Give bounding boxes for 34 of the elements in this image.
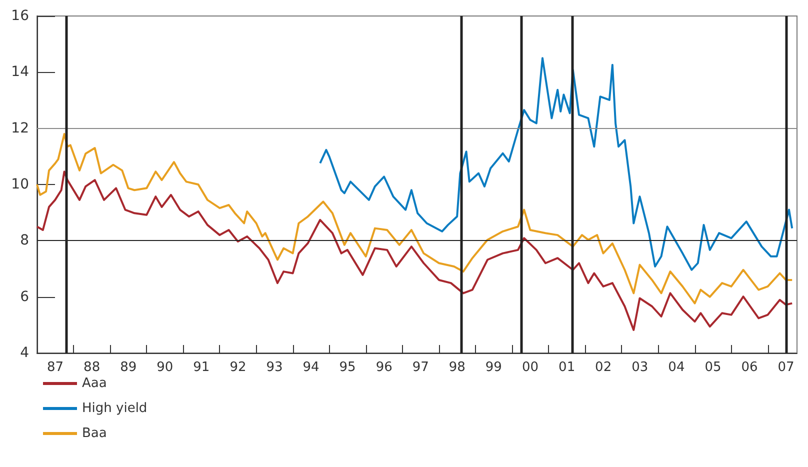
x-tick-label: 87 (46, 360, 64, 375)
y-tick-label: 8 (20, 232, 29, 249)
x-tick-label: 90 (156, 360, 174, 375)
x-tick-label: 98 (448, 360, 466, 375)
x-tick-label: 92 (230, 360, 246, 375)
x-tick-label: 89 (120, 360, 137, 375)
y-tick-label: 10 (11, 176, 29, 192)
legend-label: Aaa (82, 376, 107, 391)
y-tick-label: 4 (20, 345, 30, 361)
x-tick-label: 07 (778, 360, 794, 375)
line-series (36, 132, 794, 304)
y-tick-label: 16 (11, 8, 30, 24)
x-tick-label: 97 (412, 360, 429, 375)
line-series (36, 170, 794, 331)
x-tick-label: 04 (668, 360, 685, 375)
x-tick-label: 99 (485, 360, 502, 375)
y-tick-label: 14 (11, 64, 30, 80)
x-tick-label: 96 (376, 360, 392, 375)
x-tick-label: 06 (741, 360, 758, 375)
x-tick-label: 05 (704, 360, 722, 375)
x-tick-label: 94 (302, 360, 320, 375)
x-tick-label: 03 (632, 360, 648, 375)
x-tick-label: 91 (193, 360, 210, 375)
y-tick-label: 12 (11, 120, 29, 136)
y-tick-label: 6 (20, 288, 30, 305)
x-tick-label: 88 (84, 360, 100, 375)
x-tick-label: 01 (558, 360, 576, 375)
x-tick-label: 93 (266, 360, 283, 375)
line-series (319, 57, 794, 271)
x-tick-label: 95 (339, 360, 356, 375)
x-tick-label: 02 (595, 360, 612, 375)
x-tick-label: 00 (522, 360, 539, 375)
legend-label: High yield (82, 401, 148, 416)
legend-label: Baa (82, 426, 107, 441)
